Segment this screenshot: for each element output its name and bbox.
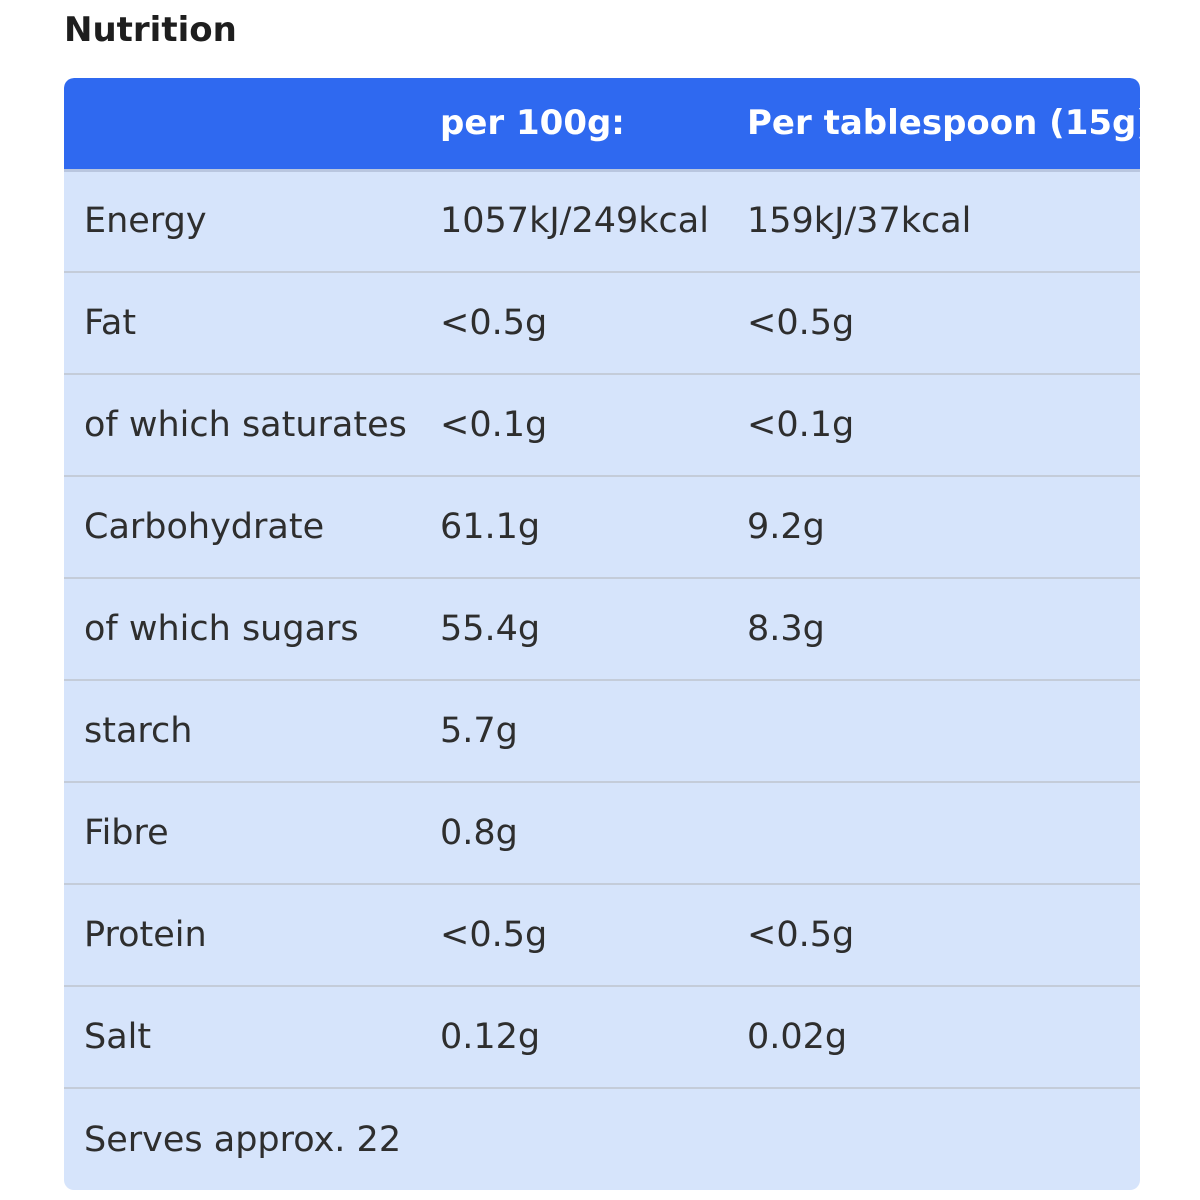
value-per-tablespoon (727, 782, 1140, 884)
value-per-tablespoon (727, 680, 1140, 782)
nutrient-label: Protein (84, 915, 207, 955)
nutrient-label: Carbohydrate (84, 507, 325, 547)
value-per-100g: <0.5g (440, 303, 548, 343)
value-per-100g: 0.8g (440, 813, 518, 853)
nutrient-label: Energy (84, 201, 207, 242)
nutrient-label: Fat (84, 303, 137, 343)
value-per-100g: 1057kJ/249kcal (440, 201, 709, 242)
nutrient-label: of which sugars (84, 609, 359, 649)
nutrient-label: Salt (84, 1017, 152, 1057)
header-cell-per-tablespoon: Per tablespoon (15g) (747, 103, 1140, 144)
value-per-100g: <0.5g (440, 915, 548, 955)
value-per-100g: <0.1g (440, 405, 548, 445)
table-row: starch 5.7g (64, 680, 1140, 782)
table-row: Fibre 0.8g (64, 782, 1140, 884)
table-row: of which saturates <0.1g <0.1g (64, 374, 1140, 476)
value-per-tablespoon: 9.2g (747, 507, 825, 547)
header-cell-nutrient (64, 78, 420, 170)
value-per-100g: 55.4g (440, 609, 541, 649)
header-cell-per-100g: per 100g: (440, 103, 625, 144)
servings-note: Serves approx. 22 (84, 1119, 402, 1160)
table-row: Energy 1057kJ/249kcal 159kJ/37kcal (64, 170, 1140, 272)
nutrient-label: Fibre (84, 813, 169, 853)
table-row: Salt 0.12g 0.02g (64, 986, 1140, 1088)
table-header-row: per 100g: Per tablespoon (15g) (64, 78, 1140, 170)
value-per-tablespoon: 159kJ/37kcal (747, 201, 972, 242)
table-row: of which sugars 55.4g 8.3g (64, 578, 1140, 680)
value-per-tablespoon: 8.3g (747, 609, 825, 649)
value-per-tablespoon: <0.5g (747, 303, 855, 343)
table-row: Protein <0.5g <0.5g (64, 884, 1140, 986)
nutrient-label: of which saturates (84, 405, 407, 445)
value-per-tablespoon: <0.5g (747, 915, 855, 955)
table-row: Carbohydrate 61.1g 9.2g (64, 476, 1140, 578)
nutrient-label: starch (84, 711, 193, 751)
value-per-tablespoon: <0.1g (747, 405, 855, 445)
nutrition-table: per 100g: Per tablespoon (15g) Energy 10… (64, 78, 1140, 1190)
value-per-100g: 0.12g (440, 1017, 541, 1057)
table-row-servings: Serves approx. 22 (64, 1088, 1140, 1190)
section-title: Nutrition (64, 10, 237, 50)
value-per-100g: 5.7g (440, 711, 518, 751)
table-row: Fat <0.5g <0.5g (64, 272, 1140, 374)
value-per-100g: 61.1g (440, 507, 541, 547)
value-per-tablespoon: 0.02g (747, 1017, 848, 1057)
